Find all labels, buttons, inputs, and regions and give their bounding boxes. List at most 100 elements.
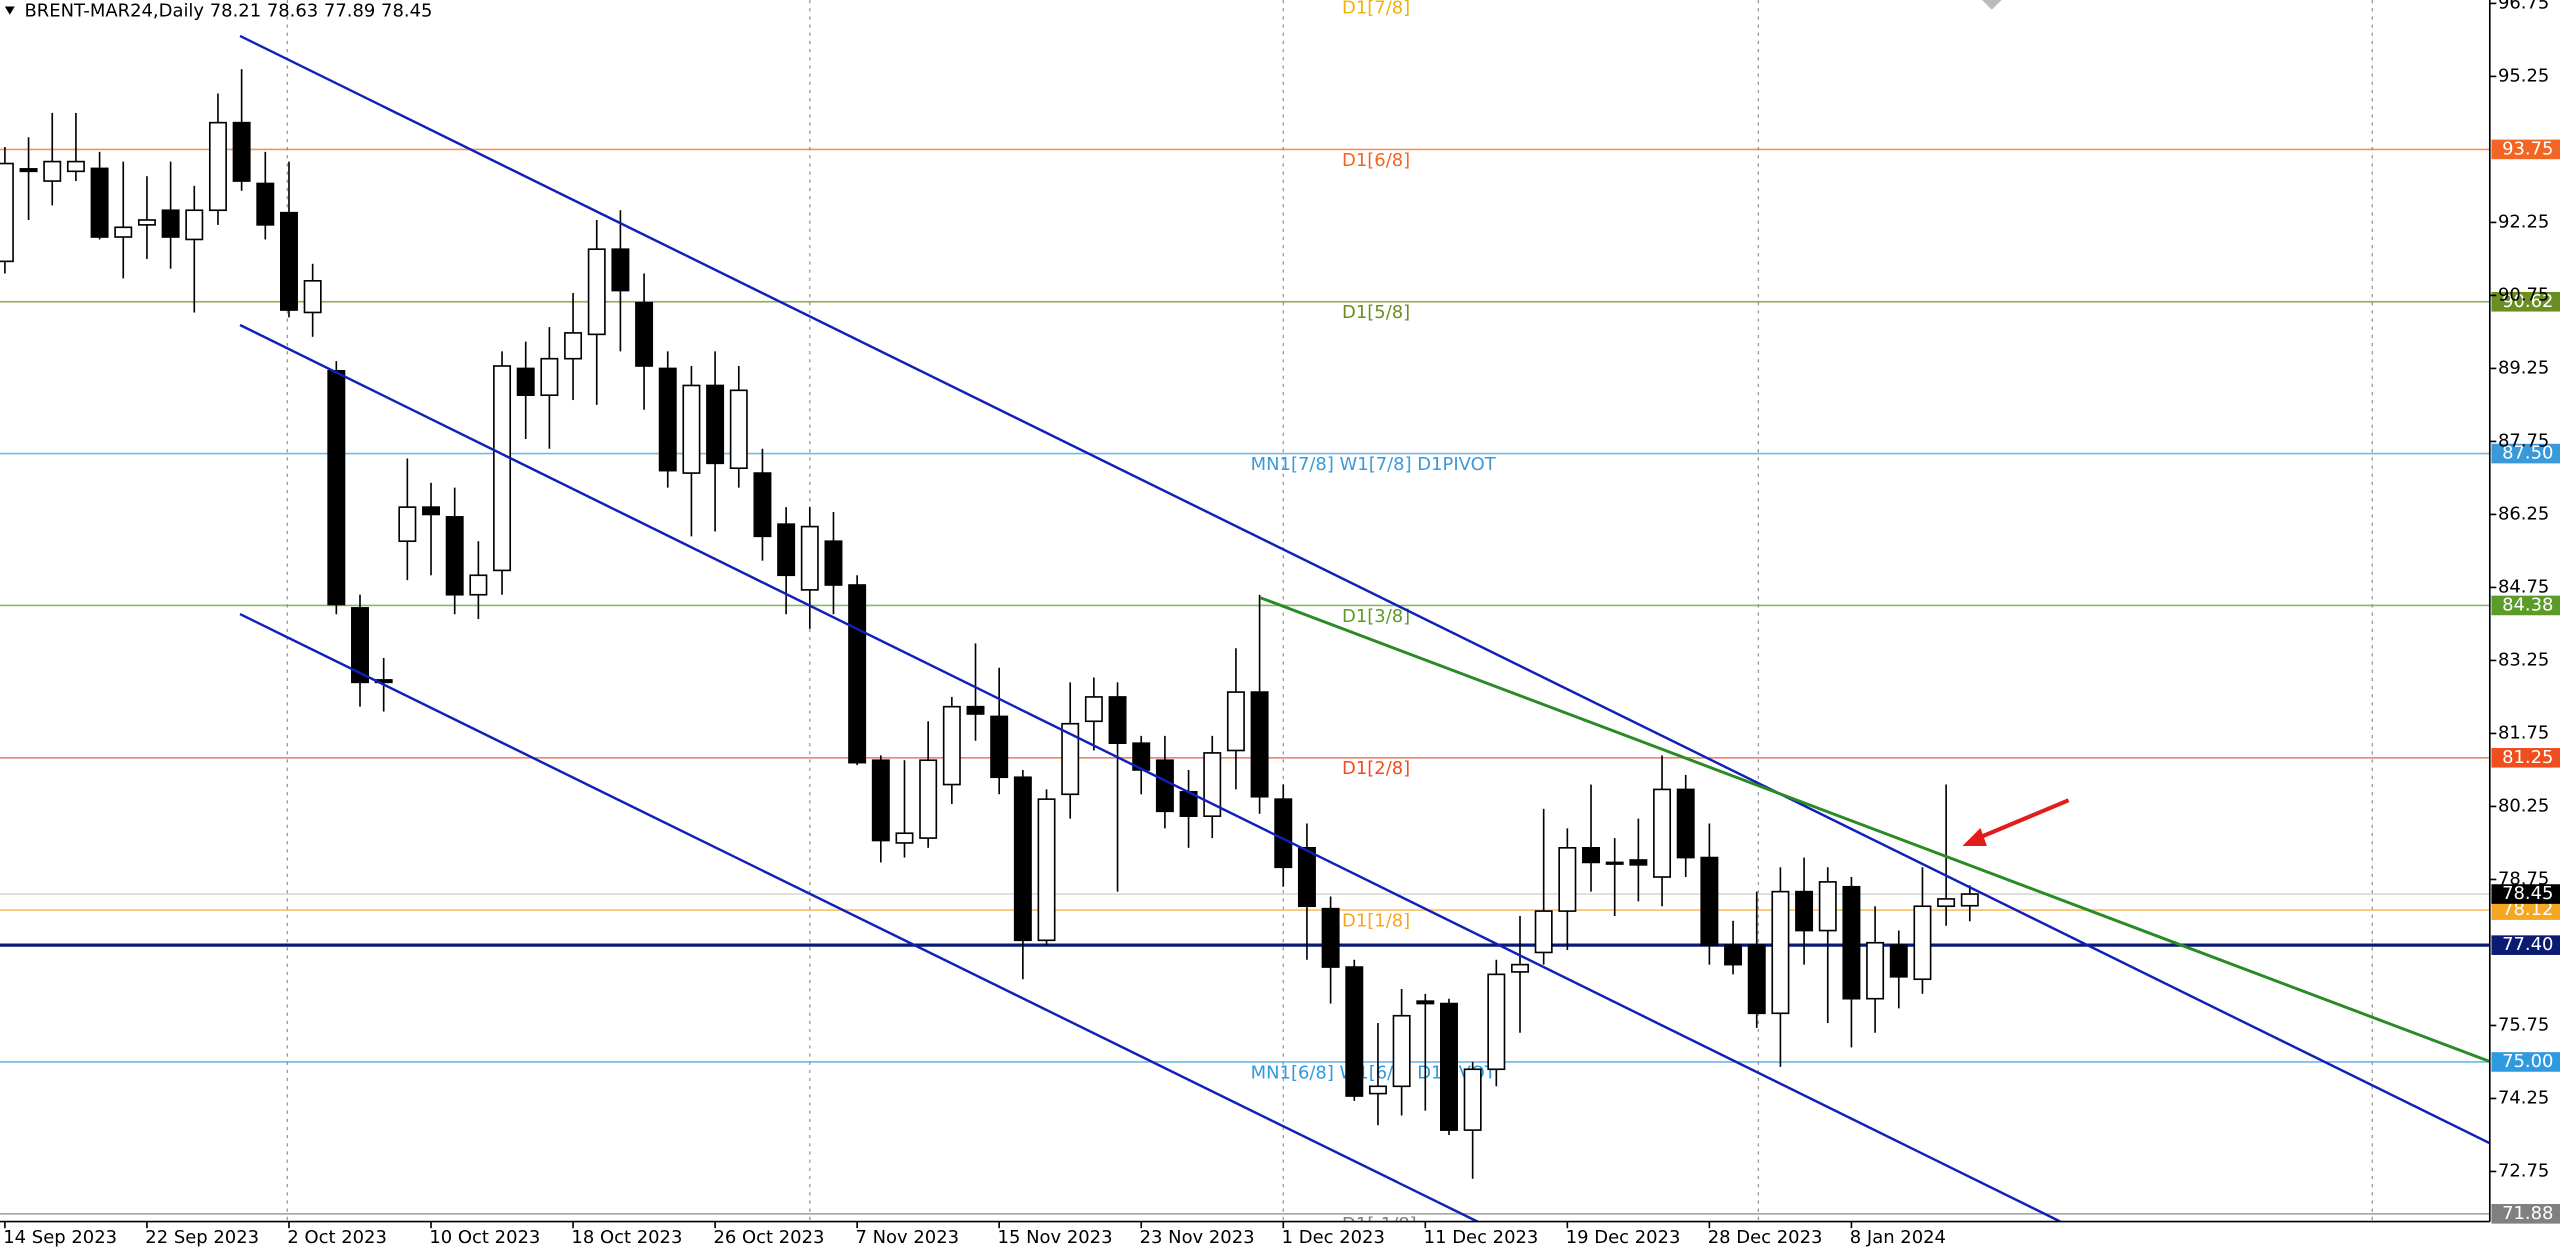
candle-body [1155, 759, 1174, 813]
price-tag-label: 81.25 [2502, 747, 2553, 768]
x-tick-label: 18 Oct 2023 [571, 1227, 682, 1248]
candle-body [1771, 890, 1790, 1015]
level-name: D1[5/8] [1342, 302, 1410, 323]
candle-body [871, 759, 890, 842]
channel-lower [239, 612, 1479, 1223]
candle-body [1013, 776, 1032, 942]
candle-body [1226, 691, 1245, 752]
x-tick-label: 15 Nov 2023 [998, 1227, 1113, 1248]
candle-body [540, 357, 559, 397]
candle-body [1960, 893, 1979, 907]
y-tick-label: 84.75 [2498, 576, 2549, 597]
candle-body [114, 226, 133, 238]
candles [0, 69, 1979, 1179]
candle-body [1203, 752, 1222, 818]
resistance-line [1259, 596, 2491, 1063]
candle-body [1487, 973, 1506, 1071]
candle-body [1345, 966, 1364, 1097]
x-tick-label: 22 Sep 2023 [145, 1227, 259, 1248]
candle-body [90, 167, 109, 238]
candle-body [137, 219, 156, 226]
candle-body [1463, 1068, 1482, 1131]
candle-body [1392, 1014, 1411, 1088]
arrow-head [1962, 828, 1987, 846]
candle-body [1889, 944, 1908, 978]
candle-body [1866, 941, 1885, 1000]
candle-body [469, 574, 488, 596]
channel-middle [239, 323, 2061, 1223]
y-tick-label: 90.75 [2498, 284, 2549, 305]
chart-title: BRENT-MAR24,Daily 78.21 78.63 77.89 78.4… [24, 0, 432, 21]
candle-body [1700, 856, 1719, 946]
level-name: D1[6/8] [1342, 150, 1410, 171]
levels: D1[7/8] D1[6/8] D1[5/8] MN1[7/8] W1[7/8] D1… [0, 0, 2490, 1235]
candle-body [611, 248, 630, 292]
candle-body [66, 160, 85, 173]
y-tick-label: 80.25 [2498, 795, 2549, 816]
price-tag [2491, 900, 2560, 920]
candle-body [0, 162, 14, 263]
candle-body [1795, 890, 1814, 932]
candle-body [445, 516, 464, 596]
x-tick-label: 10 Oct 2023 [429, 1227, 540, 1248]
price-tag [2491, 443, 2560, 464]
price-tag-label: 93.75 [2502, 138, 2553, 159]
candle-body [564, 332, 583, 360]
y-tick-label: 96.75 [2498, 0, 2549, 13]
price-tag-label: 78.12 [2502, 899, 2553, 920]
y-tick-label: 81.75 [2498, 722, 2549, 743]
candle-body [516, 367, 535, 397]
y-tick-label: 89.25 [2498, 357, 2549, 378]
candle-body [658, 367, 677, 472]
x-tick-label: 2 Oct 2023 [287, 1227, 387, 1248]
candle-body [1629, 859, 1648, 866]
candle-body [919, 759, 938, 839]
x-tick-label: 8 Jan 2024 [1850, 1227, 1946, 1248]
price-tag-label: 78.45 [2502, 883, 2553, 904]
candle-body [1061, 722, 1080, 796]
candle-body [682, 384, 701, 474]
price-tag [2491, 1052, 2560, 1072]
y-tick-label: 78.75 [2498, 868, 2549, 889]
candle-body [1368, 1085, 1387, 1095]
price-tag [2491, 935, 2560, 955]
candle-body [753, 472, 772, 538]
candle-body [43, 160, 62, 182]
price-tag-label: 84.38 [2502, 594, 2553, 615]
candle-body [1724, 944, 1743, 966]
candle-body [1321, 907, 1340, 968]
candle-body [635, 301, 654, 367]
candle-body [493, 365, 512, 572]
candle-body [706, 384, 725, 465]
level-name: D1[7/8] [1342, 0, 1410, 19]
x-tick-label: 19 Dec 2023 [1566, 1227, 1681, 1248]
y-tick-label: 95.25 [2498, 65, 2549, 86]
candle-body [280, 211, 298, 311]
candle-body [1558, 847, 1577, 912]
candle-body [587, 248, 606, 336]
price-tag [2491, 139, 2560, 160]
y-axis-strip [2489, 0, 2560, 1251]
shift-marker [1982, 0, 2002, 10]
candle-body [232, 121, 251, 182]
candle-body [1250, 691, 1269, 798]
candle-body [161, 209, 180, 238]
price-tag [2491, 1204, 2560, 1224]
level-name: MN1[7/8] W1[7/8] D1PIVOT [1251, 454, 1497, 475]
level-name: D1[2/8] [1342, 758, 1410, 779]
candle-body [1937, 898, 1956, 908]
level-name: MN1[6/8] W1[6/8] D1PIVOT [1251, 1062, 1497, 1083]
y-tick-label: 92.25 [2498, 211, 2549, 232]
candle-body [1037, 798, 1056, 942]
price-tag [2491, 747, 2560, 768]
x-tick-label: 26 Oct 2023 [713, 1227, 824, 1248]
candle-body [351, 607, 369, 684]
x-tick-label: 14 Sep 2023 [3, 1227, 117, 1248]
candle-body [208, 121, 227, 212]
candle-body [185, 209, 204, 241]
candle-body [327, 370, 346, 606]
x-tick-label: 23 Nov 2023 [1140, 1227, 1255, 1248]
candle-body [729, 389, 748, 470]
price-tag-label: 90.62 [2502, 291, 2553, 312]
candle-body [1084, 696, 1103, 723]
